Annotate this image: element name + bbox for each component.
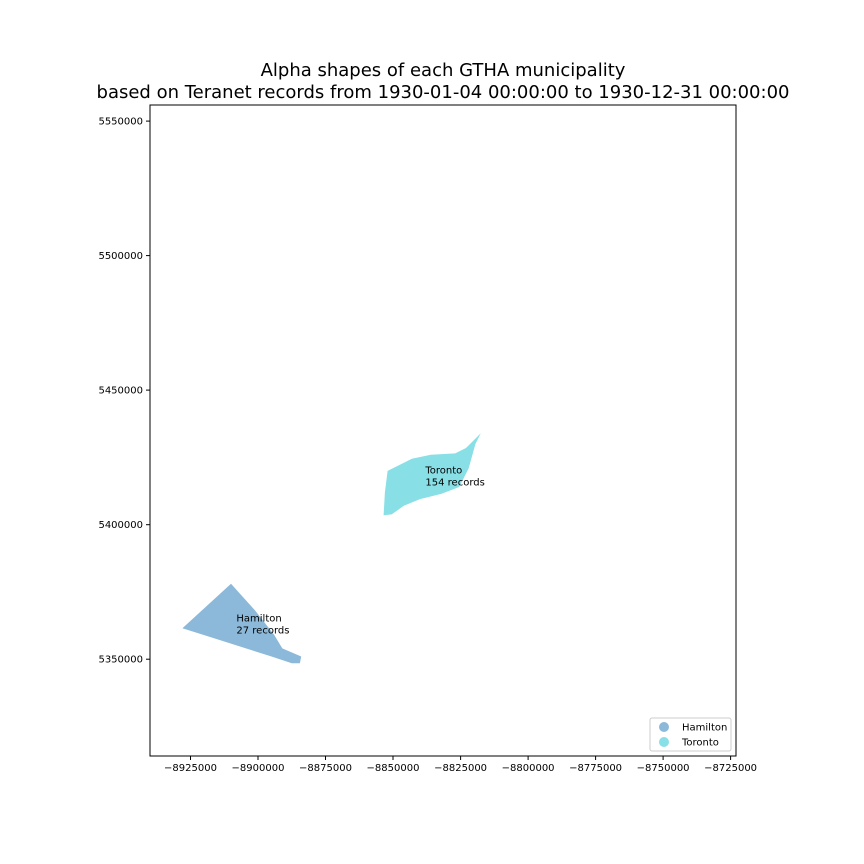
plot-frame [149,104,737,757]
x-tick-label: −8775000 [569,763,622,774]
legend-label-toronto: Toronto [681,738,719,749]
x-tick-label: −8750000 [637,763,690,774]
legend-label-hamilton: Hamilton [682,723,727,734]
hamilton-annotation-line-1: Hamilton [236,614,281,625]
chart-title: Alpha shapes of each GTHA municipality b… [97,60,790,103]
y-axis: 5350000 5400000 5450000 5500000 5550000 [98,117,150,666]
x-tick-label: −8925000 [164,763,217,774]
y-tick-label: 5500000 [98,251,143,262]
toronto-shape [383,433,481,516]
x-axis: −8925000 −8900000 −8875000 −8850000 −8825000… [164,756,757,774]
hamilton-shape [182,583,302,664]
municipality-shapes [182,433,481,664]
hamilton-annotation-line-2: 27 records [236,626,289,637]
y-tick-label: 5550000 [98,117,143,128]
title-line-1: Alpha shapes of each GTHA municipality [261,60,626,81]
y-tick-label: 5400000 [98,520,143,531]
legend-marker-toronto [659,737,669,747]
y-tick-label: 5450000 [98,386,143,397]
x-tick-label: −8725000 [704,763,757,774]
x-tick-label: −8875000 [299,763,352,774]
x-tick-label: −8800000 [502,763,555,774]
legend-box [649,717,732,752]
x-tick-label: −8825000 [434,763,487,774]
legend-marker-hamilton [659,722,669,732]
title-line-2: based on Teranet records from 1930-01-04… [97,82,790,103]
toronto-annotation-line-1: Toronto [424,466,462,477]
toronto-annotation-line-2: 154 records [425,478,484,489]
y-tick-label: 5350000 [98,655,143,666]
x-tick-label: −8850000 [367,763,420,774]
legend: Hamilton Toronto [649,717,732,752]
x-tick-label: −8900000 [232,763,285,774]
